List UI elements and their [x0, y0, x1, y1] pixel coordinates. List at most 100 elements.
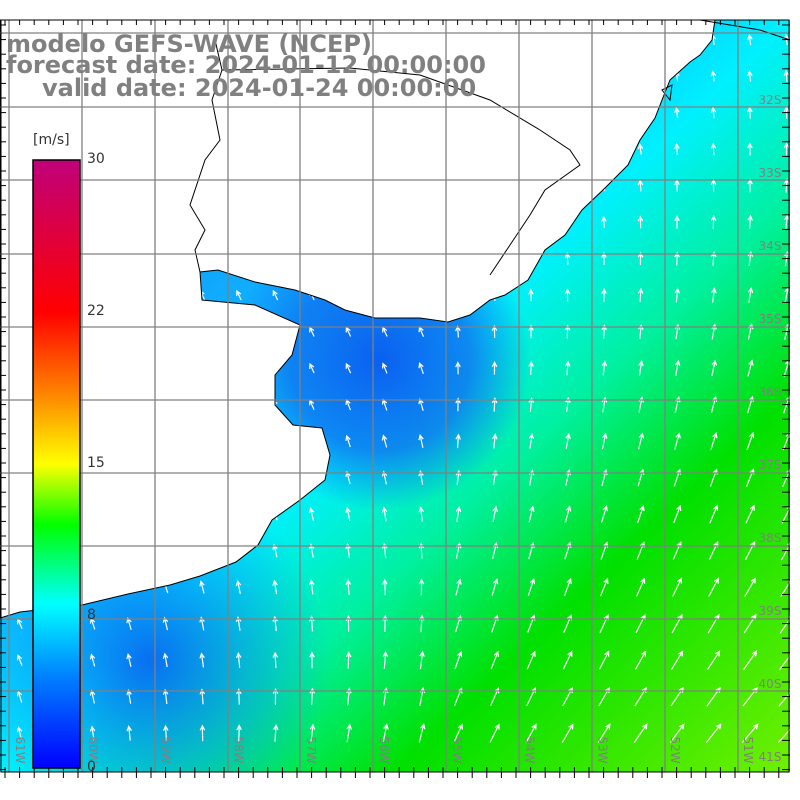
wind-arrow: [528, 505, 535, 523]
wind-arrow: [563, 577, 572, 597]
wind-arrow: [674, 287, 681, 303]
wind-arrow: [674, 142, 680, 155]
wind-arrow: [199, 652, 205, 668]
wind-arrow: [743, 650, 758, 670]
wind-arrow: [777, 723, 796, 743]
wind-arrow: [741, 723, 759, 743]
wind-arrow: [562, 650, 573, 670]
wind-arrow: [710, 70, 717, 82]
latitude-label: 35S: [759, 312, 782, 326]
wind-arrow: [455, 578, 462, 596]
wind-arrow: [634, 650, 647, 670]
wind-arrow: [638, 359, 644, 376]
wind-arrow: [309, 723, 316, 743]
wind-arrow: [418, 723, 426, 743]
wind-arrow: [672, 577, 683, 597]
valid-date: valid date: 2024-01-24 00:00:00: [42, 74, 477, 102]
longitude-label: 53W: [595, 736, 609, 763]
wind-arrow: [525, 723, 537, 743]
wind-arrow: [199, 724, 206, 742]
wind-arrow: [235, 652, 242, 668]
wind-arrow: [783, 142, 790, 156]
wind-arrow: [637, 143, 644, 155]
wind-arrow: [564, 360, 571, 376]
wind-arrow: [345, 470, 351, 485]
wind-arrow: [747, 142, 753, 156]
colorbar-tick: 0: [87, 759, 96, 775]
wind-arrow: [601, 215, 607, 229]
wind-arrow: [381, 470, 388, 485]
wind-arrow: [491, 324, 498, 338]
wind-arrow: [709, 504, 719, 524]
latitude-label: 32S: [759, 93, 782, 107]
wind-arrow: [564, 324, 571, 339]
wind-arrow: [490, 650, 499, 670]
wind-arrow: [599, 577, 609, 597]
wind-arrow: [162, 688, 169, 705]
wind-arrow: [710, 214, 717, 229]
colorbar-tick: 8: [87, 607, 96, 623]
wind-arrow: [711, 359, 718, 377]
longitude-labels: 61W 60W 59W 58W 57W 56W 55W 54W 53W 52W 51W: [13, 736, 755, 763]
wind-arrow: [126, 616, 132, 630]
longitude-label: 57W: [304, 736, 318, 763]
wind-arrow: [597, 723, 611, 743]
wind-arrow: [345, 434, 351, 448]
wind-arrow: [236, 289, 242, 301]
wind-arrow: [272, 651, 279, 669]
graticule: [0, 20, 790, 772]
wind-arrow: [454, 650, 463, 670]
wind-arrow: [382, 650, 389, 669]
wind-arrow: [601, 251, 607, 265]
wind-arrow: [707, 650, 721, 670]
wind-arrow: [747, 359, 754, 377]
latitude-labels: 32S 33S 34S 35S 36S 37S 38S 39S 40S 41S: [759, 93, 782, 764]
wind-arrow: [491, 578, 499, 596]
wind-arrow: [564, 288, 571, 302]
wind-arrow: [272, 579, 278, 595]
wind-arrow: [309, 362, 315, 374]
wind-arrow: [89, 653, 96, 667]
wind-arrow: [564, 505, 572, 523]
wind-arrow: [199, 688, 206, 705]
wind-arrow: [381, 506, 388, 522]
wind-arrow: [418, 397, 424, 411]
wind-arrow: [453, 723, 463, 743]
wind-arrow: [674, 215, 680, 229]
wind-arrow: [235, 579, 242, 594]
longitude-label: 59W: [159, 736, 173, 763]
wind-arrow: [308, 507, 315, 521]
wind-arrow: [346, 723, 352, 743]
wind-arrow: [746, 431, 755, 451]
latitude-label: 37S: [759, 458, 782, 472]
wind-arrow: [601, 287, 607, 302]
wind-arrow: [674, 251, 680, 266]
wind-arrow: [162, 616, 169, 631]
wind-arrow: [162, 724, 169, 741]
wind-arrow: [705, 723, 722, 743]
wind-arrow: [528, 288, 534, 302]
wind-arrow: [561, 723, 574, 743]
wind-arrow: [743, 613, 757, 634]
wind-arrow: [345, 506, 351, 522]
wind-arrow: [89, 725, 96, 741]
latitude-label: 39S: [759, 604, 782, 618]
wind-arrow: [636, 577, 646, 597]
wind-arrow: [527, 577, 536, 596]
wind-arrow: [309, 651, 315, 669]
wind-arrow: [418, 578, 425, 596]
wind-arrow: [345, 362, 352, 374]
wind-arrow: [491, 433, 498, 449]
wind-arrow: [126, 653, 132, 667]
wind-arrow: [744, 577, 756, 597]
wind-arrow: [455, 505, 462, 522]
wind-arrow: [673, 504, 682, 524]
wind-arrow: [747, 70, 753, 82]
longitude-label: 60W: [86, 736, 100, 763]
colorbar-tick: 15: [87, 455, 105, 471]
wind-arrow: [747, 33, 753, 46]
colorbar-tick: 22: [87, 303, 105, 319]
wind-arrow: [16, 654, 23, 666]
wind-arrow: [708, 577, 719, 597]
